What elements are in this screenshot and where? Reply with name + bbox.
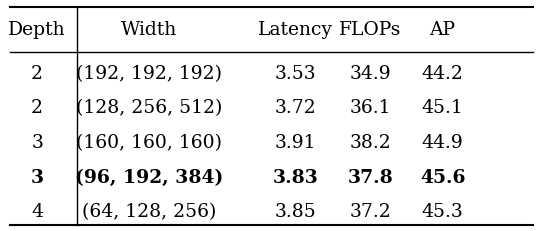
Text: 36.1: 36.1 bbox=[350, 99, 392, 117]
Text: Width: Width bbox=[121, 21, 177, 39]
Text: (160, 160, 160): (160, 160, 160) bbox=[76, 133, 222, 151]
Text: Latency: Latency bbox=[258, 21, 333, 39]
Text: 45.1: 45.1 bbox=[422, 99, 463, 117]
Text: (96, 192, 384): (96, 192, 384) bbox=[75, 168, 223, 186]
Text: 3.53: 3.53 bbox=[275, 64, 316, 82]
Text: 4: 4 bbox=[31, 202, 43, 220]
Text: 3.83: 3.83 bbox=[273, 168, 319, 186]
Text: AP: AP bbox=[430, 21, 456, 39]
Text: 45.6: 45.6 bbox=[420, 168, 465, 186]
Text: 3: 3 bbox=[31, 133, 43, 151]
Text: 2: 2 bbox=[31, 64, 43, 82]
Text: FLOPs: FLOPs bbox=[339, 21, 402, 39]
Text: (128, 256, 512): (128, 256, 512) bbox=[76, 99, 222, 117]
Text: 3.85: 3.85 bbox=[275, 202, 317, 220]
Text: (192, 192, 192): (192, 192, 192) bbox=[76, 64, 222, 82]
Text: 37.2: 37.2 bbox=[350, 202, 392, 220]
Text: 38.2: 38.2 bbox=[350, 133, 392, 151]
Text: 44.9: 44.9 bbox=[422, 133, 463, 151]
Text: 34.9: 34.9 bbox=[350, 64, 392, 82]
Text: 3: 3 bbox=[31, 168, 44, 186]
Text: 3.72: 3.72 bbox=[275, 99, 317, 117]
Text: Depth: Depth bbox=[8, 21, 66, 39]
Text: (64, 128, 256): (64, 128, 256) bbox=[82, 202, 217, 220]
Text: 44.2: 44.2 bbox=[422, 64, 463, 82]
Text: 3.91: 3.91 bbox=[275, 133, 316, 151]
Text: 2: 2 bbox=[31, 99, 43, 117]
Text: 37.8: 37.8 bbox=[348, 168, 394, 186]
Text: 45.3: 45.3 bbox=[422, 202, 463, 220]
